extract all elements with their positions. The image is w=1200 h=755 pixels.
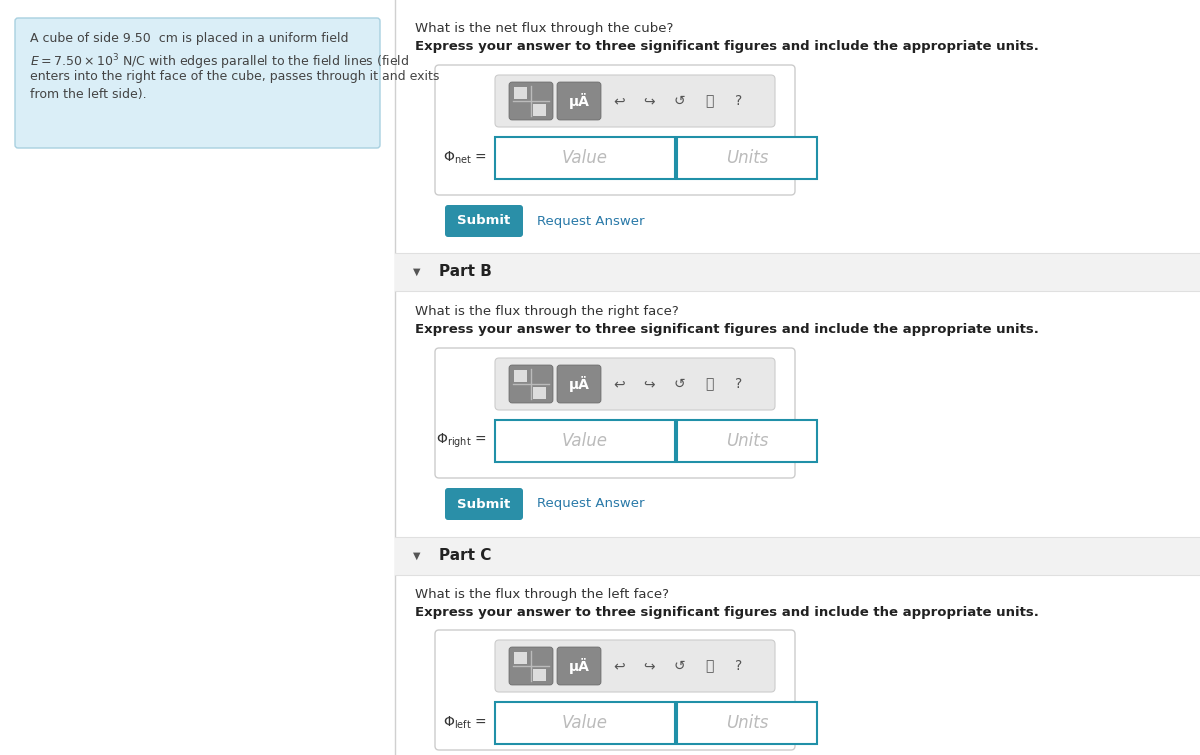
Bar: [395, 253, 1200, 291]
Text: from the left side).: from the left side).: [30, 88, 146, 101]
FancyBboxPatch shape: [557, 647, 601, 685]
Text: ↪: ↪: [643, 659, 655, 673]
Text: ▼: ▼: [413, 551, 421, 561]
FancyBboxPatch shape: [445, 205, 523, 237]
Bar: [514, 669, 527, 681]
FancyBboxPatch shape: [14, 18, 380, 148]
Text: What is the flux through the left face?: What is the flux through the left face?: [415, 588, 670, 601]
Bar: [533, 87, 546, 99]
Text: ↺: ↺: [673, 377, 685, 391]
Text: $\Phi_{\mathrm{right}}$ =: $\Phi_{\mathrm{right}}$ =: [436, 432, 487, 450]
Text: ↩: ↩: [613, 94, 625, 108]
FancyBboxPatch shape: [445, 488, 523, 520]
Bar: [677, 420, 817, 462]
Text: ⬜: ⬜: [704, 659, 713, 673]
Text: Part B: Part B: [439, 264, 492, 279]
Bar: [514, 387, 527, 399]
FancyBboxPatch shape: [509, 82, 553, 120]
Text: Request Answer: Request Answer: [538, 498, 644, 510]
FancyBboxPatch shape: [496, 640, 775, 692]
Bar: [533, 669, 546, 681]
Text: Submit: Submit: [457, 498, 511, 510]
Text: Units: Units: [726, 149, 768, 167]
FancyBboxPatch shape: [509, 365, 553, 403]
Text: ?: ?: [736, 377, 743, 391]
Bar: [677, 137, 817, 179]
Text: Value: Value: [562, 149, 608, 167]
FancyBboxPatch shape: [436, 630, 796, 750]
Bar: [533, 387, 546, 399]
Text: µÄ: µÄ: [569, 93, 589, 109]
Text: Express your answer to three significant figures and include the appropriate uni: Express your answer to three significant…: [415, 40, 1039, 53]
Text: ⬜: ⬜: [704, 94, 713, 108]
Text: µÄ: µÄ: [569, 658, 589, 674]
Bar: [677, 702, 817, 744]
FancyBboxPatch shape: [436, 65, 796, 195]
Bar: [533, 104, 546, 116]
Bar: [514, 652, 527, 664]
FancyBboxPatch shape: [496, 75, 775, 127]
Text: Express your answer to three significant figures and include the appropriate uni: Express your answer to three significant…: [415, 606, 1039, 619]
Bar: [395, 537, 1200, 575]
Bar: [514, 370, 527, 382]
Text: Express your answer to three significant figures and include the appropriate uni: Express your answer to three significant…: [415, 323, 1039, 336]
FancyBboxPatch shape: [509, 647, 553, 685]
Text: $E = 7.50 \times 10^3$ N/C with edges parallel to the field lines (field: $E = 7.50 \times 10^3$ N/C with edges pa…: [30, 52, 409, 72]
Bar: [496, 137, 674, 179]
Text: $\Phi_{\mathrm{left}}$ =: $\Phi_{\mathrm{left}}$ =: [443, 715, 487, 731]
Text: What is the flux through the right face?: What is the flux through the right face?: [415, 305, 679, 318]
Text: ↺: ↺: [673, 94, 685, 108]
Text: What is the net flux through the cube?: What is the net flux through the cube?: [415, 22, 673, 35]
FancyBboxPatch shape: [557, 82, 601, 120]
Text: ?: ?: [736, 659, 743, 673]
Text: Submit: Submit: [457, 214, 511, 227]
FancyBboxPatch shape: [436, 348, 796, 478]
Bar: [496, 702, 674, 744]
Text: enters into the right face of the cube, passes through it and exits: enters into the right face of the cube, …: [30, 70, 439, 83]
Text: ↪: ↪: [643, 94, 655, 108]
Bar: [496, 420, 674, 462]
Text: ▼: ▼: [413, 267, 421, 277]
Text: ⬜: ⬜: [704, 377, 713, 391]
Text: Request Answer: Request Answer: [538, 214, 644, 227]
Text: ↩: ↩: [613, 377, 625, 391]
Bar: [533, 652, 546, 664]
Text: $\Phi_{\mathrm{net}}$ =: $\Phi_{\mathrm{net}}$ =: [443, 149, 487, 166]
Text: Units: Units: [726, 714, 768, 732]
Bar: [533, 370, 546, 382]
Text: ↺: ↺: [673, 659, 685, 673]
Text: A cube of side 9.50  cm is placed in a uniform field: A cube of side 9.50 cm is placed in a un…: [30, 32, 348, 45]
FancyBboxPatch shape: [557, 365, 601, 403]
Bar: [514, 104, 527, 116]
Text: Value: Value: [562, 432, 608, 450]
Text: Units: Units: [726, 432, 768, 450]
Text: ↪: ↪: [643, 377, 655, 391]
FancyBboxPatch shape: [496, 358, 775, 410]
Bar: [514, 87, 527, 99]
Text: Part C: Part C: [439, 548, 491, 563]
Text: ↩: ↩: [613, 659, 625, 673]
Text: ?: ?: [736, 94, 743, 108]
Text: Value: Value: [562, 714, 608, 732]
Text: µÄ: µÄ: [569, 376, 589, 392]
